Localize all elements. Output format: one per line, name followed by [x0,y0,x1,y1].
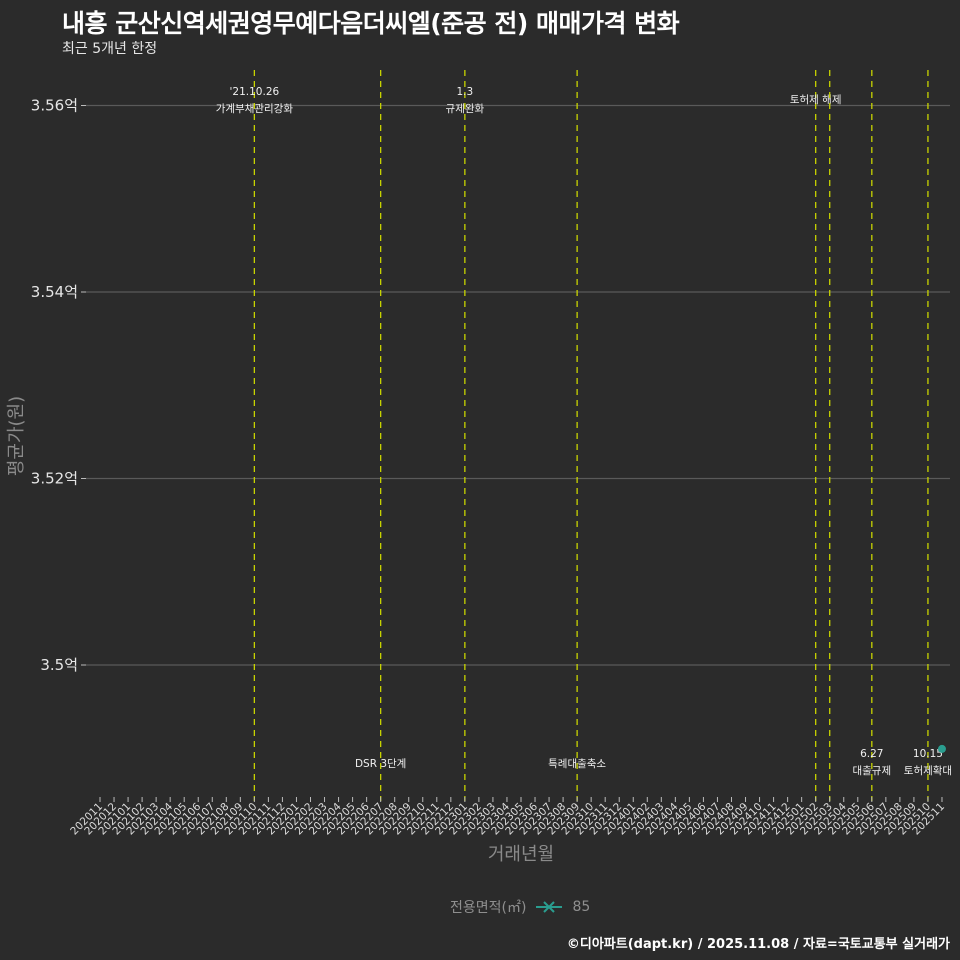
x-axis-ticks: 2020112020122021012021022021032021042021… [68,797,947,837]
chart-title: 내흥 군산신역세권영무예다음더씨엘(준공 전) 매매가격 변화 [62,9,680,38]
y-tick-label: 3.56억 [31,97,78,115]
y-axis-ticks: 3.5억 3.52억 3.54억 3.56억 [31,97,86,674]
event-label: 토허제 해제 [790,93,842,106]
y-gridlines [86,104,950,666]
event-label: DSR 3단계 [355,758,406,770]
event-label: 대출규제 [852,765,891,777]
y-tick-label: 3.5억 [40,656,78,674]
data-point-85 [937,744,946,753]
x-axis-title: 거래년월 [488,844,554,865]
event-label: 규제완화 [446,102,485,115]
event-date-label: '21.10.26 [230,86,280,98]
y-tick-label: 3.52억 [31,470,78,488]
event-date-label: 10.15 [913,748,943,760]
data-points [937,744,946,753]
event-date-label: 1.3 [457,86,474,98]
event-date-label: 6.27 [860,748,883,760]
y-tick-label: 3.54억 [31,283,78,301]
source-caption: ©디아파트(dapt.kr) / 2025.11.08 / 자료=국토교통부 실… [566,937,950,952]
chart-subtitle: 최근 5개년 한정 [62,41,158,57]
legend-item-85: 85 [572,899,591,915]
event-label: 특례대출축소 [548,758,606,770]
event-label: 토허제확대 [904,764,952,777]
legend-x-marker-icon [536,900,563,914]
event-label: 가계부채관리강화 [216,103,294,115]
y-axis-title: 평균가(원) [6,396,27,476]
legend: 전용면적(㎡) 85 [450,897,590,917]
legend-title: 전용면적(㎡) [450,900,527,916]
